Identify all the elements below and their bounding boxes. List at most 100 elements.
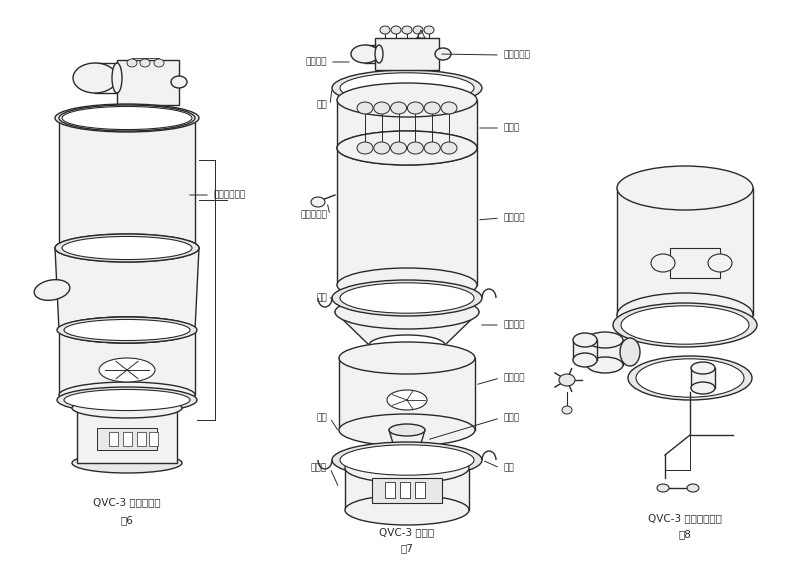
Ellipse shape: [587, 357, 623, 373]
Ellipse shape: [617, 293, 753, 337]
Ellipse shape: [407, 142, 423, 154]
Text: 压缩空气接入: 压缩空气接入: [213, 190, 246, 199]
Text: 桶圈: 桶圈: [316, 101, 327, 109]
Bar: [587, 340, 623, 365]
Text: 反吹气包: 反吹气包: [306, 57, 327, 66]
Text: 过滤器: 过滤器: [503, 123, 519, 132]
Ellipse shape: [337, 83, 477, 117]
Ellipse shape: [402, 26, 412, 34]
Ellipse shape: [57, 387, 197, 413]
Ellipse shape: [62, 236, 192, 260]
Ellipse shape: [573, 353, 597, 367]
Ellipse shape: [339, 342, 475, 374]
Ellipse shape: [57, 317, 197, 343]
Ellipse shape: [691, 382, 715, 394]
Ellipse shape: [171, 76, 187, 88]
Ellipse shape: [73, 63, 117, 93]
Ellipse shape: [395, 445, 419, 455]
Ellipse shape: [127, 59, 137, 67]
Ellipse shape: [59, 382, 195, 408]
Ellipse shape: [708, 254, 732, 272]
Text: 放料门: 放料门: [503, 413, 519, 422]
Ellipse shape: [112, 63, 122, 93]
Ellipse shape: [55, 104, 199, 132]
Ellipse shape: [613, 303, 757, 347]
Ellipse shape: [62, 106, 192, 129]
Ellipse shape: [340, 73, 474, 103]
Bar: [77, 408, 177, 463]
Ellipse shape: [687, 484, 699, 492]
Ellipse shape: [337, 131, 477, 165]
Text: 桶圈: 桶圈: [503, 463, 514, 472]
Ellipse shape: [311, 197, 325, 207]
Bar: [97, 428, 157, 450]
Bar: [337, 100, 477, 148]
Ellipse shape: [620, 338, 640, 366]
Text: 门密封圈: 门密封圈: [503, 320, 525, 329]
Ellipse shape: [332, 70, 482, 106]
Text: 控制盒: 控制盒: [311, 463, 327, 472]
Ellipse shape: [562, 406, 572, 414]
Ellipse shape: [64, 319, 190, 341]
Ellipse shape: [59, 317, 195, 343]
Ellipse shape: [390, 102, 406, 114]
Ellipse shape: [72, 398, 182, 418]
Ellipse shape: [357, 142, 373, 154]
Ellipse shape: [435, 48, 451, 60]
Ellipse shape: [351, 45, 379, 63]
Bar: [59, 118, 195, 248]
Ellipse shape: [413, 26, 423, 34]
Ellipse shape: [424, 102, 440, 114]
Ellipse shape: [380, 26, 390, 34]
Ellipse shape: [154, 59, 164, 67]
Ellipse shape: [391, 26, 401, 34]
Bar: [573, 340, 597, 360]
Ellipse shape: [340, 283, 474, 313]
Ellipse shape: [374, 102, 390, 114]
Ellipse shape: [34, 280, 70, 300]
Bar: [670, 248, 720, 278]
Ellipse shape: [339, 414, 475, 446]
Ellipse shape: [559, 374, 575, 386]
Text: 接喂料软管: 接喂料软管: [300, 211, 327, 220]
Ellipse shape: [357, 102, 373, 114]
Bar: [59, 330, 195, 395]
Ellipse shape: [59, 235, 195, 261]
Ellipse shape: [390, 142, 406, 154]
Ellipse shape: [64, 390, 190, 410]
Text: 图8: 图8: [678, 529, 691, 539]
Bar: [339, 358, 475, 430]
Ellipse shape: [337, 268, 477, 302]
Bar: [109, 432, 118, 446]
Bar: [415, 482, 425, 498]
Ellipse shape: [340, 445, 474, 475]
Ellipse shape: [424, 26, 434, 34]
Bar: [400, 482, 410, 498]
Ellipse shape: [332, 280, 482, 316]
Ellipse shape: [621, 306, 749, 344]
Text: 旋转气缸: 旋转气缸: [503, 373, 525, 382]
Ellipse shape: [424, 142, 440, 154]
Ellipse shape: [337, 131, 477, 165]
Ellipse shape: [691, 362, 715, 374]
Text: QVC-3 放料门结构图: QVC-3 放料门结构图: [648, 513, 722, 523]
Text: 桶圈: 桶圈: [316, 293, 327, 302]
Ellipse shape: [407, 102, 423, 114]
Bar: [337, 148, 477, 285]
Polygon shape: [389, 430, 425, 450]
Ellipse shape: [335, 295, 479, 329]
Text: 图6: 图6: [121, 515, 134, 525]
Ellipse shape: [369, 335, 445, 355]
Text: 卡盖: 卡盖: [316, 413, 327, 422]
Ellipse shape: [389, 424, 425, 436]
Ellipse shape: [59, 105, 195, 131]
Bar: [117, 60, 179, 105]
Ellipse shape: [55, 234, 199, 262]
Polygon shape: [55, 248, 199, 330]
Ellipse shape: [345, 453, 469, 483]
Ellipse shape: [387, 390, 427, 410]
Ellipse shape: [441, 102, 457, 114]
Bar: [137, 432, 146, 446]
Ellipse shape: [441, 142, 457, 154]
Ellipse shape: [140, 59, 150, 67]
